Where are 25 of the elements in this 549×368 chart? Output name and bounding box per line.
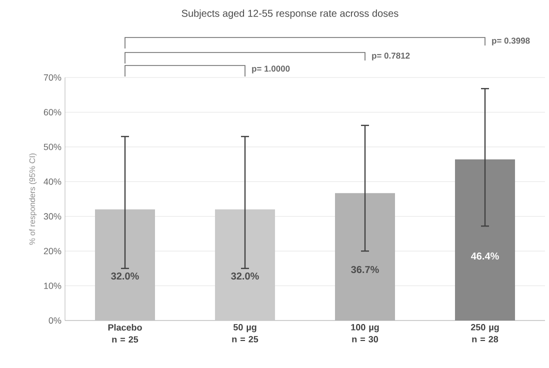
x-tick-label: 250 µg n = 28: [470, 324, 499, 342]
bar: [455, 159, 516, 320]
x-tick-label: 100 µg n = 30: [351, 324, 379, 342]
chart-title: Subjects aged 12-55 response rate across doses: [182, 10, 398, 19]
text: p= 1.0000: [252, 66, 290, 74]
data-label: 36.7%: [351, 266, 379, 274]
text: p= 0.3998: [492, 38, 530, 46]
y-tick-label: 50%: [44, 144, 62, 150]
y-tick-label: 20%: [44, 248, 62, 254]
bar: [95, 209, 156, 320]
y-tick-label: 30%: [44, 213, 62, 220]
y-tick-label: 10%: [44, 282, 62, 289]
y-tick-label: 60%: [44, 109, 62, 116]
data-label: 32.0%: [231, 272, 259, 280]
x-tick-label: Placebo n = 25: [108, 324, 142, 343]
bar: [335, 193, 396, 320]
y-axis-title: % of responders (95% CI): [29, 153, 37, 245]
y-tick-label: 40%: [44, 178, 62, 185]
bar: [215, 209, 276, 320]
data-label: 32.0%: [111, 272, 139, 280]
data-label: 46.4%: [470, 252, 499, 260]
y-tick-label: 0%: [48, 317, 62, 324]
text: p= 0.7812: [372, 52, 410, 60]
y-tick-label: 70%: [44, 74, 62, 81]
x-tick-label: 50 µg n = 25: [232, 324, 258, 342]
